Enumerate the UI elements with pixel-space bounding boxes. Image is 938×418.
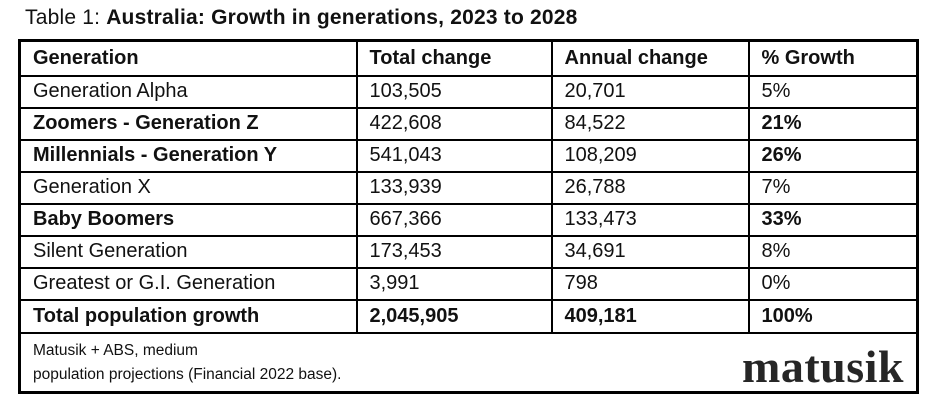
cell-annual-change: 798 xyxy=(550,266,750,301)
table-row: Generation X 133,939 26,788 7% xyxy=(18,170,919,205)
cell-annual-change: 26,788 xyxy=(550,170,750,205)
table-row: Generation Alpha 103,505 20,701 5% xyxy=(18,74,919,109)
cell-annual-change: 133,473 xyxy=(550,202,750,237)
matusik-logo: matusik xyxy=(742,340,904,392)
cell-total-label: Total population growth xyxy=(18,298,358,334)
cell-total-change: 422,608 xyxy=(355,106,553,141)
source-note-line1: Matusik + ABS, medium xyxy=(33,341,198,359)
cell-annual-change: 34,691 xyxy=(550,234,750,269)
table-row: Zoomers - Generation Z 422,608 84,522 21… xyxy=(18,106,919,141)
table-row: Greatest or G.I. Generation 3,991 798 0% xyxy=(18,266,919,301)
table-title: Table 1: Australia: Growth in generation… xyxy=(25,6,578,30)
cell-total-change: 541,043 xyxy=(355,138,553,173)
table-row: Millennials - Generation Y 541,043 108,2… xyxy=(18,138,919,173)
footer-row: Matusik + ABS, medium population project… xyxy=(18,331,919,394)
cell-total-change: 2,045,905 xyxy=(355,298,553,334)
cell-pct-growth: 33% xyxy=(747,202,919,237)
cell-generation: Generation X xyxy=(18,170,358,205)
cell-pct-growth: 21% xyxy=(747,106,919,141)
source-note: Matusik + ABS, medium population project… xyxy=(33,339,904,387)
cell-pct-growth: 8% xyxy=(747,234,919,269)
table-title-prefix: Table 1: xyxy=(25,6,107,29)
cell-generation: Zoomers - Generation Z xyxy=(18,106,358,141)
cell-annual-change: 20,701 xyxy=(550,74,750,109)
cell-generation: Baby Boomers xyxy=(18,202,358,237)
generations-table: Generation Total change Annual change % … xyxy=(18,39,919,394)
column-header-pct-growth: % Growth xyxy=(747,39,919,77)
cell-annual-change: 84,522 xyxy=(550,106,750,141)
cell-pct-growth: 7% xyxy=(747,170,919,205)
cell-total-change: 173,453 xyxy=(355,234,553,269)
column-header-total-change: Total change xyxy=(355,39,553,77)
cell-annual-change: 409,181 xyxy=(550,298,750,334)
cell-pct-growth: 100% xyxy=(747,298,919,334)
cell-pct-growth: 5% xyxy=(747,74,919,109)
table-row: Silent Generation 173,453 34,691 8% xyxy=(18,234,919,269)
cell-total-change: 103,505 xyxy=(355,74,553,109)
table-body: Generation Alpha 103,505 20,701 5% Zoome… xyxy=(18,74,919,394)
cell-generation: Silent Generation xyxy=(18,234,358,269)
cell-pct-growth: 26% xyxy=(747,138,919,173)
source-note-line2: population projections (Financial 2022 b… xyxy=(33,365,342,383)
table-header: Generation Total change Annual change % … xyxy=(18,39,919,77)
total-row: Total population growth 2,045,905 409,18… xyxy=(18,298,919,334)
cell-generation: Millennials - Generation Y xyxy=(18,138,358,173)
cell-total-change: 667,366 xyxy=(355,202,553,237)
cell-total-change: 3,991 xyxy=(355,266,553,301)
column-header-annual-change: Annual change xyxy=(550,39,750,77)
cell-generation: Generation Alpha xyxy=(18,74,358,109)
table-title-main: Australia: Growth in generations, 2023 t… xyxy=(106,6,578,29)
table-row: Baby Boomers 667,366 133,473 33% xyxy=(18,202,919,237)
cell-generation: Greatest or G.I. Generation xyxy=(18,266,358,301)
cell-pct-growth: 0% xyxy=(747,266,919,301)
column-header-generation: Generation xyxy=(18,39,358,77)
cell-annual-change: 108,209 xyxy=(550,138,750,173)
footer-cell: Matusik + ABS, medium population project… xyxy=(18,331,919,394)
header-row: Generation Total change Annual change % … xyxy=(18,39,919,77)
cell-total-change: 133,939 xyxy=(355,170,553,205)
